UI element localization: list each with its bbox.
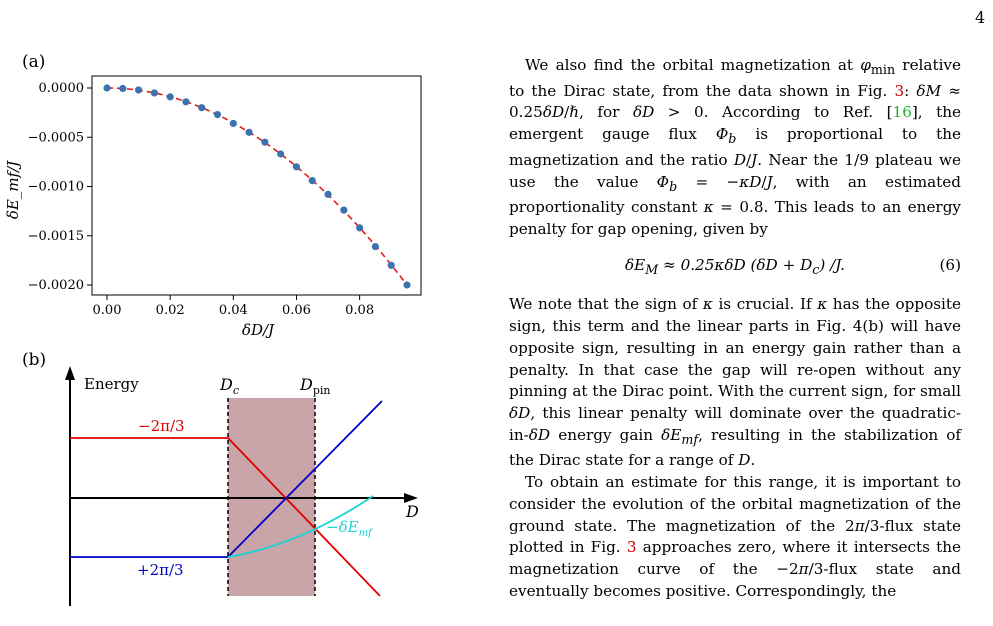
y-tick-label: −0.0010 bbox=[28, 180, 84, 195]
data-point bbox=[371, 242, 380, 251]
y-axis-label: δE_mf/J bbox=[4, 160, 22, 219]
data-point bbox=[245, 128, 253, 136]
data-point bbox=[308, 176, 316, 185]
x-tick-label: 0.08 bbox=[345, 303, 374, 318]
emf-label: −δEmf bbox=[326, 518, 374, 539]
panel-b-label: (b) bbox=[22, 350, 47, 370]
paragraph-3: To obtain an estimate for this range, it… bbox=[509, 473, 961, 600]
x-tick-label: 0.06 bbox=[282, 303, 311, 318]
emf-curve bbox=[227, 495, 374, 558]
data-point bbox=[387, 261, 395, 269]
data-point bbox=[166, 93, 174, 101]
d-axis-label: D bbox=[405, 502, 419, 521]
dpin-label: Dpin bbox=[299, 375, 330, 397]
energy-schematic: Energy D Dc Dpin −2π/3 +2π/3 −δEmf bbox=[65, 366, 419, 606]
y-tick-label: −0.0005 bbox=[28, 130, 84, 145]
data-point bbox=[229, 119, 237, 128]
y-tick-label: −0.0015 bbox=[28, 229, 84, 244]
data-point bbox=[182, 98, 190, 106]
data-point bbox=[277, 150, 285, 158]
panel-a-label: (a) bbox=[22, 52, 46, 72]
data-point bbox=[324, 190, 332, 198]
page-number: 4 bbox=[975, 8, 986, 27]
minus-flux-label: −2π/3 bbox=[138, 417, 185, 435]
fit-curve bbox=[106, 87, 408, 286]
data-point bbox=[340, 206, 348, 214]
data-point bbox=[119, 84, 127, 93]
data-point bbox=[150, 89, 158, 97]
dc-label: Dc bbox=[219, 375, 239, 397]
chart-frame bbox=[91, 75, 422, 296]
energy-arrow-icon bbox=[65, 366, 75, 380]
equation-number: (6) bbox=[939, 255, 961, 274]
y-tick-label: −0.0020 bbox=[28, 278, 84, 293]
data-point bbox=[403, 281, 411, 289]
x-tick-label: 0.00 bbox=[93, 303, 122, 318]
data-point bbox=[213, 110, 222, 119]
scatter-chart: 0.0000 −0.0005 −0.0010 −0.0015 −0.0020 0.00 0… bbox=[4, 75, 422, 339]
x-tick-label: 0.02 bbox=[156, 303, 185, 318]
energy-label: Energy bbox=[84, 375, 139, 393]
data-point bbox=[103, 84, 111, 92]
data-point bbox=[198, 104, 206, 112]
data-point bbox=[261, 138, 269, 146]
paragraph-2: We note that the sign of κ is crucial. I… bbox=[509, 295, 962, 470]
d-arrow-icon bbox=[404, 493, 418, 503]
x-axis-label: δD/J bbox=[242, 321, 275, 339]
paragraph-1: We also find the orbital magnetization a… bbox=[509, 56, 961, 239]
text-column: We also find the orbital magnetization a… bbox=[509, 55, 961, 602]
data-point bbox=[292, 163, 301, 171]
y-tick-label: 0.0000 bbox=[39, 81, 85, 96]
x-tick-label: 0.04 bbox=[219, 303, 248, 318]
plus-flux-label: +2π/3 bbox=[137, 561, 184, 579]
data-point bbox=[134, 86, 143, 94]
equation-6: δEM ≈ 0.25κδD (δD + Dc) /J. (6) bbox=[624, 255, 961, 277]
data-point bbox=[356, 224, 364, 232]
minus-flux-line bbox=[70, 437, 381, 597]
